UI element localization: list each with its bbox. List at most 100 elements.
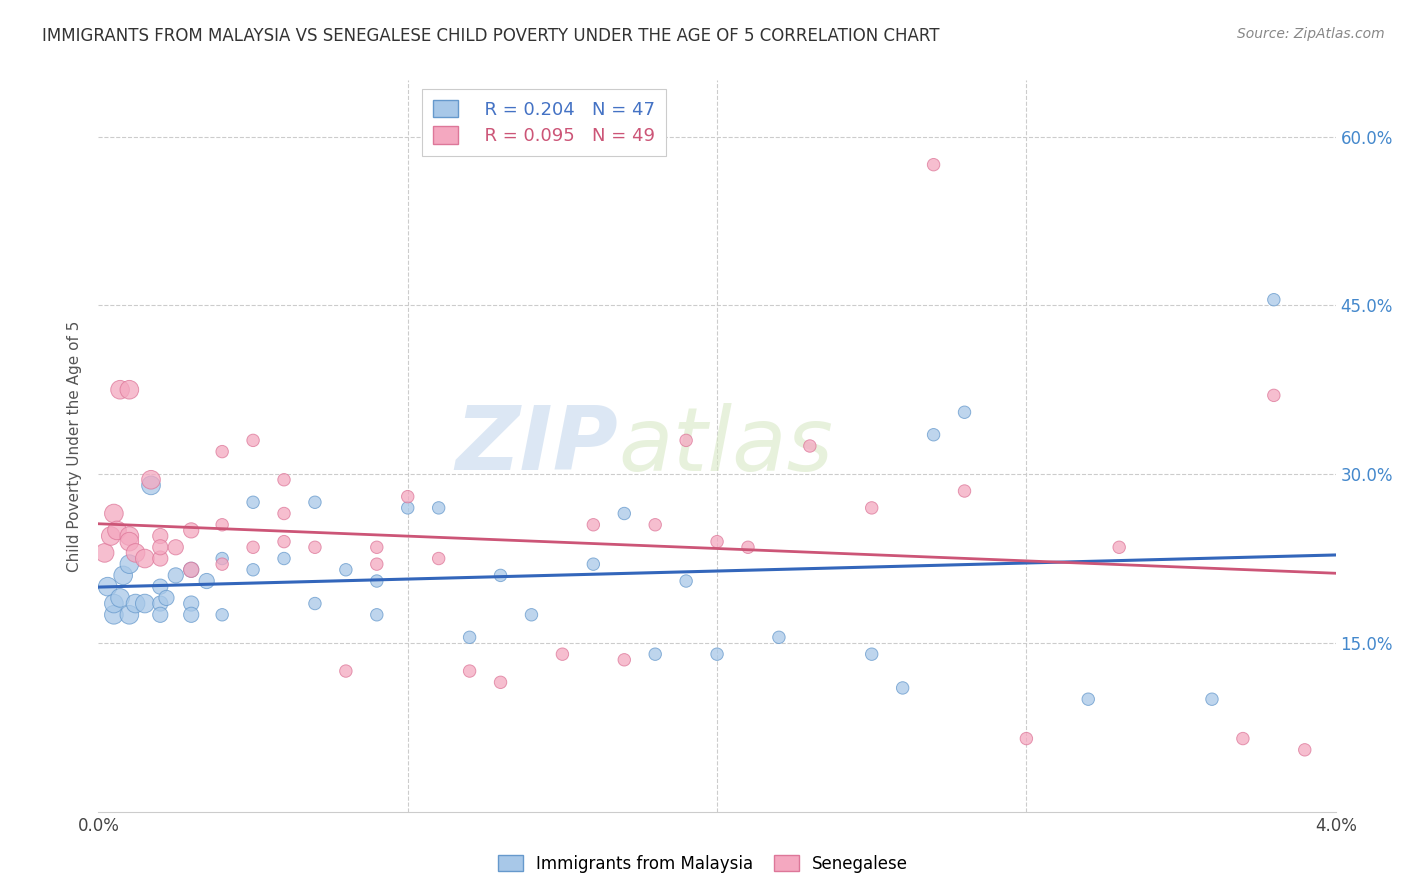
- Point: [922, 427, 945, 442]
- Point: [211, 444, 233, 458]
- Point: [768, 630, 790, 644]
- Point: [613, 507, 636, 521]
- Point: [1263, 293, 1285, 307]
- Point: [112, 568, 135, 582]
- Point: [155, 591, 177, 605]
- Point: [891, 681, 914, 695]
- Point: [118, 383, 141, 397]
- Point: [139, 478, 162, 492]
- Text: ZIP: ZIP: [456, 402, 619, 490]
- Point: [118, 529, 141, 543]
- Point: [118, 557, 141, 571]
- Point: [366, 541, 388, 555]
- Point: [458, 630, 481, 644]
- Point: [149, 607, 172, 622]
- Point: [180, 563, 202, 577]
- Point: [366, 607, 388, 622]
- Point: [644, 517, 666, 532]
- Point: [118, 534, 141, 549]
- Point: [1201, 692, 1223, 706]
- Point: [134, 597, 156, 611]
- Point: [489, 568, 512, 582]
- Point: [706, 534, 728, 549]
- Point: [195, 574, 218, 588]
- Point: [458, 664, 481, 678]
- Point: [103, 507, 125, 521]
- Point: [273, 473, 295, 487]
- Point: [242, 563, 264, 577]
- Point: [149, 580, 172, 594]
- Point: [953, 405, 976, 419]
- Point: [149, 541, 172, 555]
- Point: [273, 551, 295, 566]
- Point: [489, 675, 512, 690]
- Point: [644, 647, 666, 661]
- Point: [93, 546, 115, 560]
- Point: [922, 158, 945, 172]
- Point: [211, 551, 233, 566]
- Point: [520, 607, 543, 622]
- Point: [335, 664, 357, 678]
- Point: [582, 557, 605, 571]
- Legend:   R = 0.204   N = 47,   R = 0.095   N = 49: R = 0.204 N = 47, R = 0.095 N = 49: [422, 89, 665, 156]
- Point: [860, 647, 883, 661]
- Point: [149, 551, 172, 566]
- Point: [427, 551, 450, 566]
- Point: [737, 541, 759, 555]
- Point: [108, 591, 131, 605]
- Point: [134, 551, 156, 566]
- Point: [242, 541, 264, 555]
- Point: [103, 597, 125, 611]
- Point: [396, 490, 419, 504]
- Point: [675, 434, 697, 448]
- Point: [105, 524, 128, 538]
- Point: [273, 507, 295, 521]
- Point: [582, 517, 605, 532]
- Point: [149, 529, 172, 543]
- Point: [180, 563, 202, 577]
- Point: [149, 597, 172, 611]
- Point: [675, 574, 697, 588]
- Point: [953, 483, 976, 498]
- Point: [97, 580, 120, 594]
- Point: [165, 568, 187, 582]
- Point: [860, 500, 883, 515]
- Point: [613, 653, 636, 667]
- Point: [1015, 731, 1038, 746]
- Point: [242, 434, 264, 448]
- Y-axis label: Child Poverty Under the Age of 5: Child Poverty Under the Age of 5: [67, 320, 83, 572]
- Point: [103, 607, 125, 622]
- Point: [335, 563, 357, 577]
- Point: [100, 529, 122, 543]
- Point: [180, 524, 202, 538]
- Legend: Immigrants from Malaysia, Senegalese: Immigrants from Malaysia, Senegalese: [492, 848, 914, 880]
- Point: [211, 607, 233, 622]
- Point: [1294, 743, 1316, 757]
- Point: [1108, 541, 1130, 555]
- Text: Source: ZipAtlas.com: Source: ZipAtlas.com: [1237, 27, 1385, 41]
- Point: [551, 647, 574, 661]
- Point: [396, 500, 419, 515]
- Point: [304, 495, 326, 509]
- Text: IMMIGRANTS FROM MALAYSIA VS SENEGALESE CHILD POVERTY UNDER THE AGE OF 5 CORRELAT: IMMIGRANTS FROM MALAYSIA VS SENEGALESE C…: [42, 27, 939, 45]
- Point: [180, 607, 202, 622]
- Point: [108, 383, 131, 397]
- Point: [304, 597, 326, 611]
- Point: [165, 541, 187, 555]
- Point: [1263, 388, 1285, 402]
- Point: [1232, 731, 1254, 746]
- Point: [211, 557, 233, 571]
- Point: [366, 557, 388, 571]
- Point: [124, 546, 146, 560]
- Point: [139, 473, 162, 487]
- Point: [211, 517, 233, 532]
- Point: [304, 541, 326, 555]
- Point: [799, 439, 821, 453]
- Point: [180, 597, 202, 611]
- Point: [242, 495, 264, 509]
- Text: atlas: atlas: [619, 403, 832, 489]
- Point: [118, 607, 141, 622]
- Point: [706, 647, 728, 661]
- Point: [273, 534, 295, 549]
- Point: [1077, 692, 1099, 706]
